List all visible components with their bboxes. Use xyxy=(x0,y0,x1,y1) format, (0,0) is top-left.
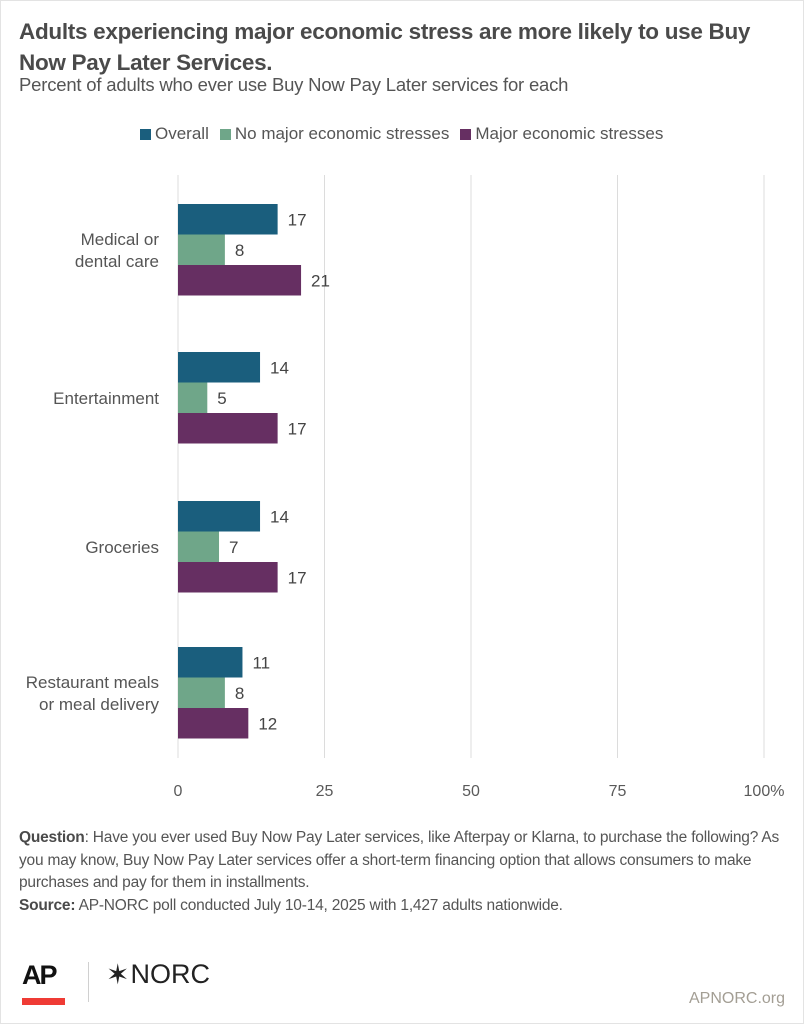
data-label: 21 xyxy=(311,271,330,290)
legend-item-major-stress: Major economic stresses xyxy=(460,124,663,144)
data-label: 14 xyxy=(270,358,289,377)
bar xyxy=(178,352,261,383)
legend: Overall No major economic stresses Major… xyxy=(140,124,674,144)
bar xyxy=(178,413,278,444)
x-tick-label: 50 xyxy=(462,783,480,800)
norc-logo: ✶ NORC xyxy=(106,958,210,991)
bar xyxy=(178,647,243,678)
bar xyxy=(178,234,225,265)
data-label: 17 xyxy=(288,210,307,229)
norc-wordmark: NORC xyxy=(130,959,210,989)
legend-swatch-overall xyxy=(140,128,151,140)
bar xyxy=(178,501,261,532)
data-label: 17 xyxy=(288,419,307,438)
data-label: 14 xyxy=(270,507,289,526)
x-tick-label: 100% xyxy=(744,783,785,800)
category-label: Groceries xyxy=(85,538,159,557)
bar xyxy=(178,531,220,562)
legend-label-no-major-stress: No major economic stresses xyxy=(234,124,450,143)
bar xyxy=(178,562,278,593)
x-tick-label: 75 xyxy=(609,783,627,800)
x-tick-label: 0 xyxy=(174,783,183,800)
ap-logo: AP xyxy=(22,960,57,990)
category-label: or meal delivery xyxy=(39,695,159,714)
category-label: dental care xyxy=(75,252,159,271)
footnote: Question: Have you ever used Buy Now Pay… xyxy=(19,827,794,917)
data-label: 12 xyxy=(258,714,277,733)
bar xyxy=(178,677,225,708)
category-label: Medical or xyxy=(81,230,160,249)
source-label: Source: xyxy=(19,896,76,914)
norc-star-icon: ✶ xyxy=(106,959,130,990)
question-text: : Have you ever used Buy Now Pay Later s… xyxy=(19,829,780,891)
logo-divider xyxy=(88,962,89,1002)
chart-subtitle: Percent of adults who ever use Buy Now P… xyxy=(19,74,569,95)
data-label: 8 xyxy=(235,684,244,703)
category-labels: Medical or dental care Entertainment Grocer… xyxy=(26,230,160,714)
bar xyxy=(178,708,249,739)
ap-logo-underline xyxy=(22,998,65,1005)
bar xyxy=(178,382,208,413)
x-axis-ticks: 0 25 50 75 100% xyxy=(174,783,785,800)
bar xyxy=(178,265,302,296)
bar-chart: 17 8 21 14 5 17 14 7 17 11 8 12 Medical or dental ca… xyxy=(26,175,785,800)
chart-title: Adults experiencing major economic stres… xyxy=(19,19,751,75)
data-label: 17 xyxy=(288,568,307,587)
site-link[interactable]: APNORC.org xyxy=(689,990,786,1007)
data-label: 8 xyxy=(235,241,244,260)
legend-label-major-stress: Major economic stresses xyxy=(475,124,664,143)
legend-swatch-no-major-stress xyxy=(219,128,231,140)
legend-swatch-major-stress xyxy=(460,128,472,140)
x-tick-label: 25 xyxy=(316,783,334,800)
category-label: Restaurant meals xyxy=(26,673,159,692)
data-label: 5 xyxy=(217,389,226,408)
data-label: 11 xyxy=(252,653,270,672)
legend-label-overall: Overall xyxy=(155,124,209,143)
legend-item-overall: Overall xyxy=(140,124,209,144)
value-labels: 17 8 21 14 5 17 14 7 17 11 8 12 xyxy=(217,210,330,733)
source-text: AP-NORC poll conducted July 10-14, 2025 … xyxy=(75,896,563,914)
data-label: 7 xyxy=(229,538,238,557)
category-label: Entertainment xyxy=(53,389,159,408)
bars xyxy=(178,204,302,739)
legend-item-no-major-stress: No major economic stresses xyxy=(219,124,450,144)
question-label: Question xyxy=(19,829,85,846)
bar xyxy=(178,204,278,235)
